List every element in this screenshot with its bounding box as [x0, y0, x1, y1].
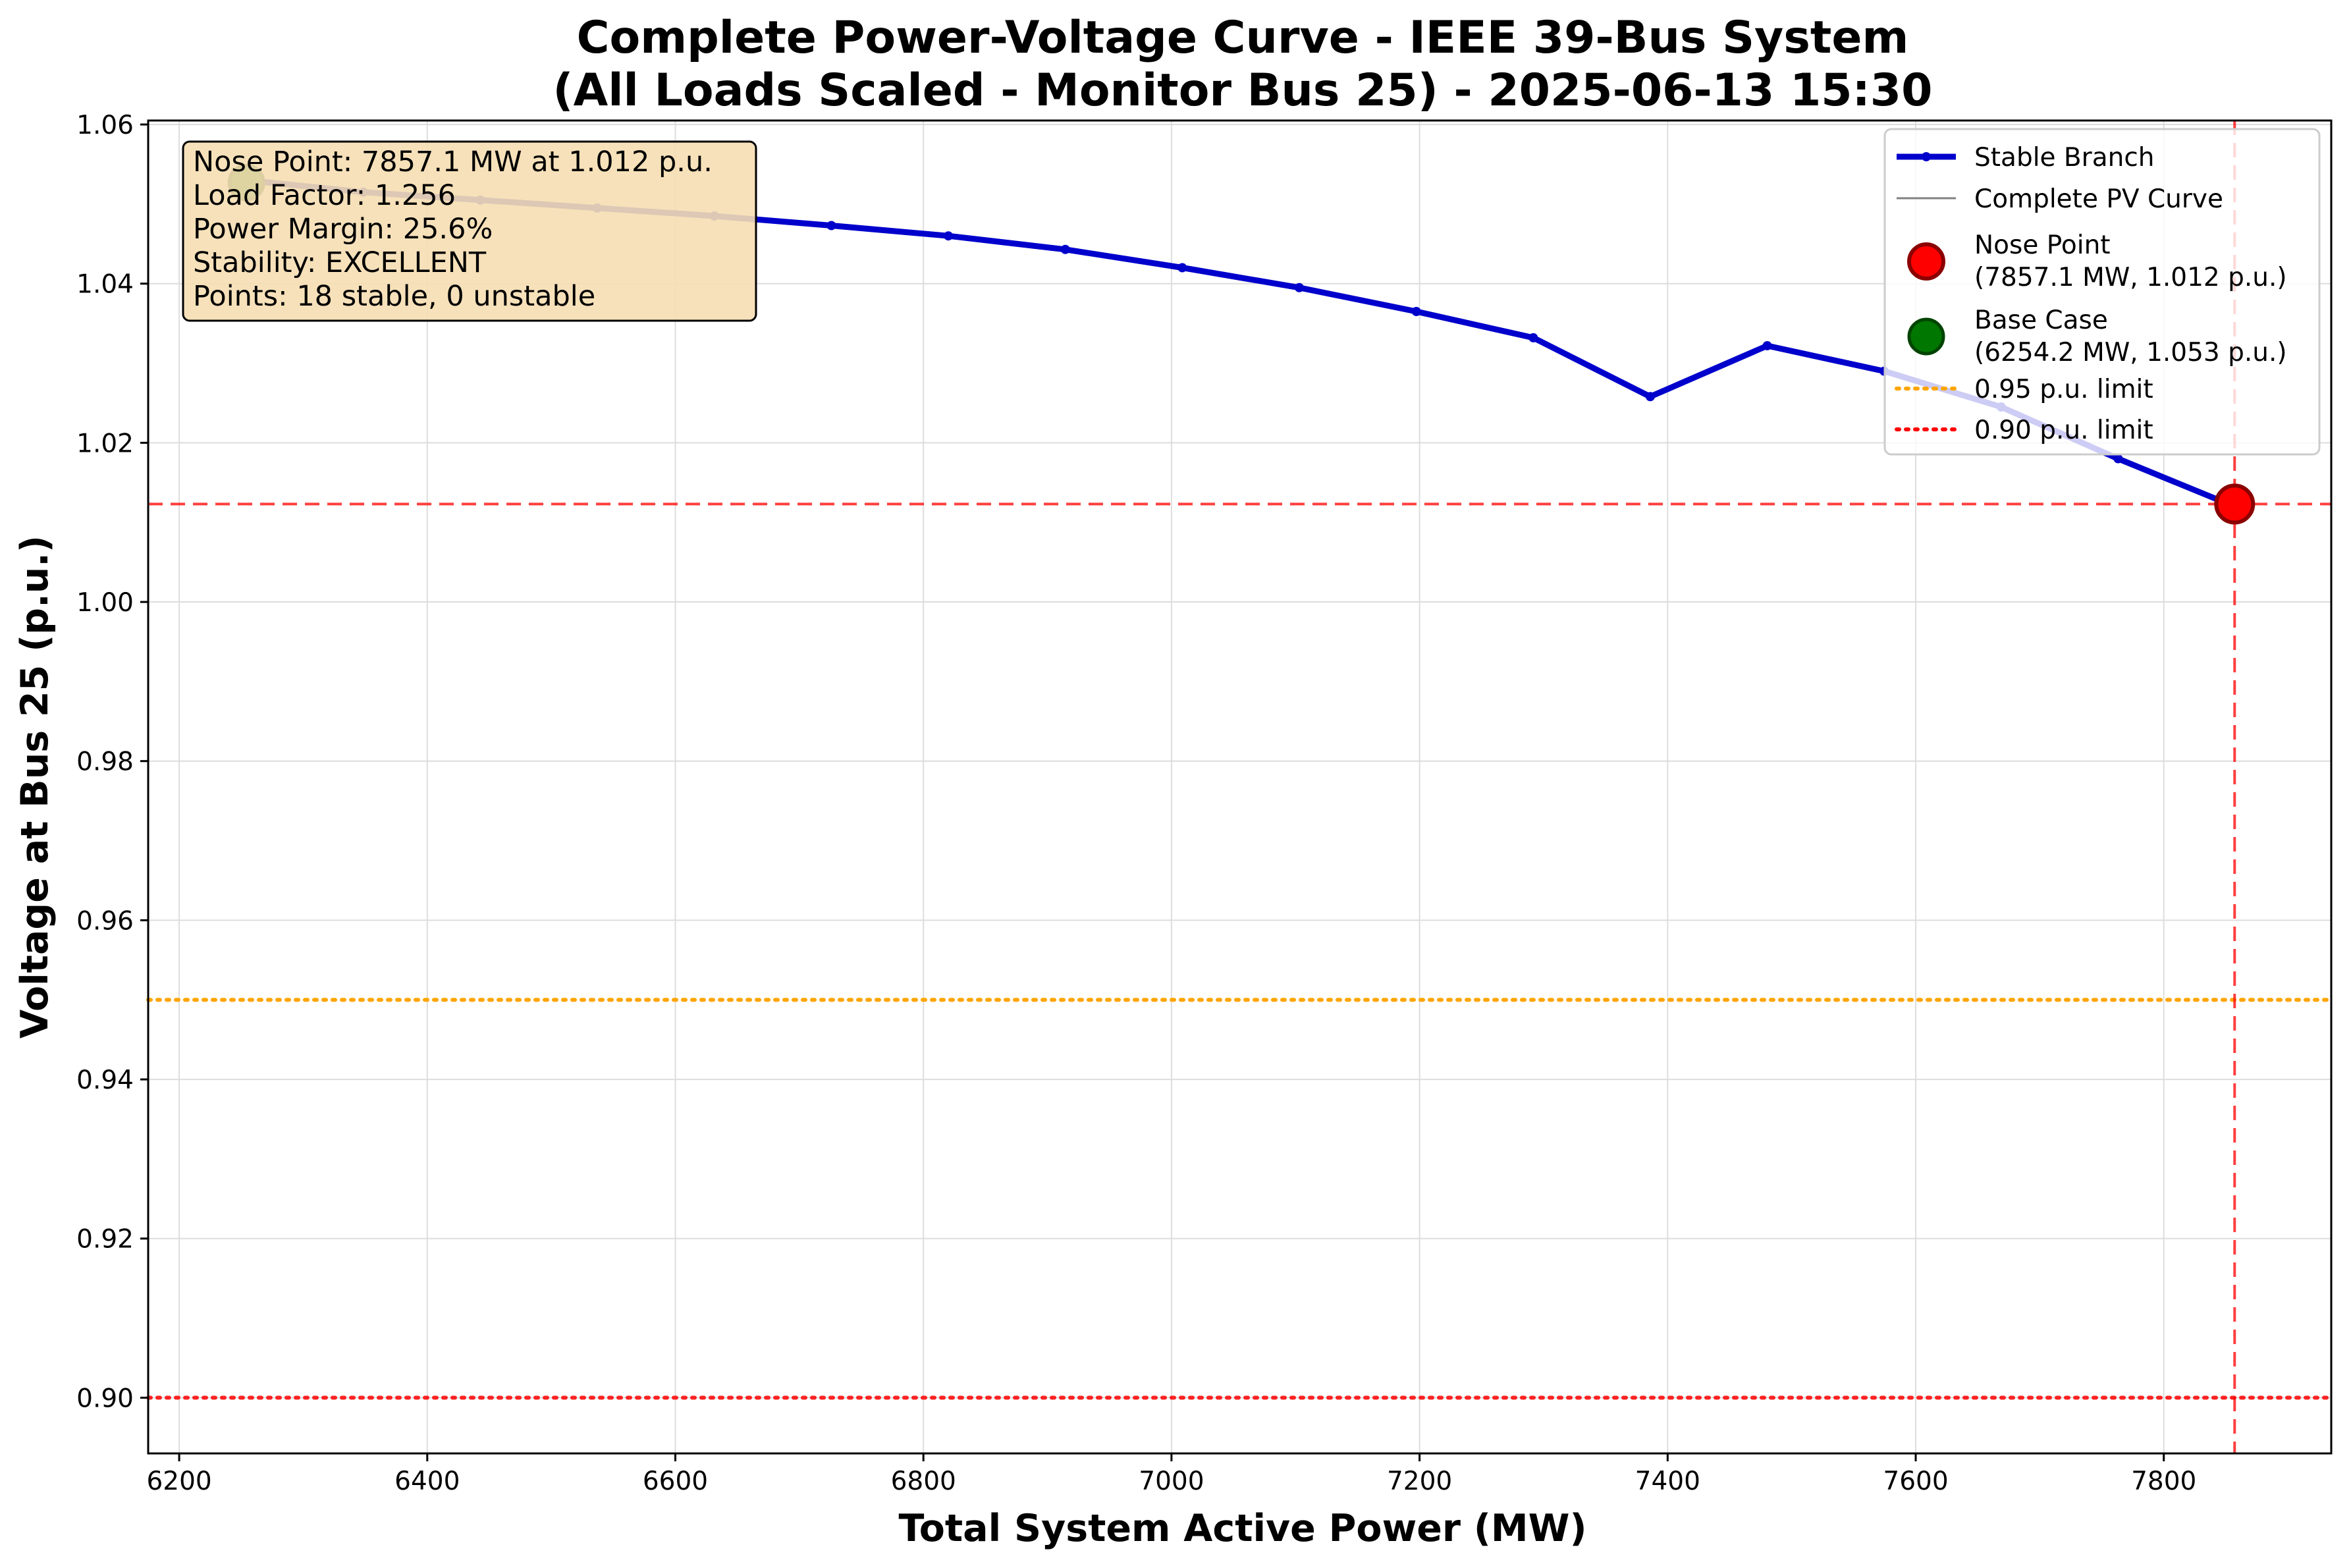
- info-box-line: Nose Point: 7857.1 MW at 1.012 p.u.: [193, 146, 713, 178]
- y-tick-label: 1.02: [76, 429, 134, 458]
- stable-branch-point: [1177, 263, 1187, 273]
- x-tick-label: 7000: [1139, 1467, 1204, 1496]
- y-tick-label: 0.90: [76, 1384, 134, 1413]
- legend-label: Nose Point: [1974, 230, 2111, 260]
- info-box: Nose Point: 7857.1 MW at 1.012 p.u.Load …: [182, 140, 757, 322]
- x-axis-label: Total System Active Power (MW): [898, 1507, 1586, 1550]
- x-tick-label: 6600: [643, 1467, 708, 1496]
- y-tick-label: 0.96: [76, 906, 134, 936]
- legend-swatch-base-case: [1907, 317, 1945, 356]
- legend-label: Stable Branch: [1974, 143, 2155, 173]
- legend-label-detail: (7857.1 MW, 1.012 p.u.): [1974, 263, 2287, 292]
- stable-branch-point: [1060, 244, 1070, 254]
- reference-lines: [146, 121, 2333, 1453]
- legend-label: 0.90 p.u. limit: [1974, 416, 2153, 445]
- y-tick-label: 1.00: [76, 588, 134, 618]
- stable-branch-point: [826, 221, 836, 230]
- x-tick-label: 6200: [146, 1467, 211, 1496]
- stable-branch-point: [1645, 392, 1655, 402]
- stable-branch-point: [1528, 333, 1538, 342]
- stable-branch-point: [1411, 307, 1421, 317]
- info-box-line: Power Margin: 25.6%: [193, 213, 493, 246]
- info-box-line: Points: 18 stable, 0 unstable: [193, 280, 595, 313]
- legend-label: Complete PV Curve: [1974, 184, 2223, 214]
- y-tick-label: 0.94: [76, 1066, 134, 1095]
- nose-point-marker: [2214, 483, 2256, 525]
- stable-branch-point: [1762, 340, 1772, 350]
- y-axis-label: Voltage at Bus 25 (p.u.): [13, 535, 57, 1039]
- y-tick-label: 1.04: [76, 270, 134, 300]
- stable-branch-point: [1294, 283, 1304, 292]
- x-axis-ticks: 6200 6400 6600 6800 7000 7200 7400 7600 7800: [146, 1453, 2196, 1496]
- y-tick-label: 0.92: [76, 1225, 134, 1255]
- info-box-line: Stability: EXCELLENT: [193, 246, 487, 279]
- y-tick-label: 1.06: [76, 111, 134, 140]
- legend-swatch-nose-point: [1907, 242, 1945, 281]
- stable-branch-point: [2113, 454, 2123, 464]
- legend-label: Base Case: [1974, 306, 2108, 335]
- x-tick-label: 7400: [1635, 1467, 1700, 1496]
- x-tick-label: 7600: [1883, 1467, 1948, 1496]
- x-tick-label: 6800: [891, 1467, 956, 1496]
- x-tick-label: 7800: [2131, 1467, 2196, 1496]
- legend-label: 0.95 p.u. limit: [1974, 375, 2153, 404]
- legend-label-detail: (6254.2 MW, 1.053 p.u.): [1974, 338, 2287, 367]
- info-box-line: Load Factor: 1.256: [193, 179, 456, 212]
- stable-branch-point: [944, 231, 954, 241]
- x-tick-label: 7200: [1387, 1467, 1452, 1496]
- chart-title-line1: Complete Power-Voltage Curve - IEEE 39-B…: [577, 12, 1909, 64]
- chart-title-line2: (All Loads Scaled - Monitor Bus 25) - 20…: [553, 65, 1933, 117]
- x-tick-label: 6400: [394, 1467, 460, 1496]
- y-axis-ticks: 0.90 0.92 0.94 0.96 0.98 1.00 1.02 1.04 1.06: [76, 111, 148, 1413]
- y-tick-label: 0.98: [76, 747, 134, 777]
- plot-area-frame: [147, 119, 2333, 1455]
- legend: Stable Branch Complete PV Curve Nose Point…: [1883, 128, 2321, 456]
- legend-swatch-point: [1922, 152, 1931, 161]
